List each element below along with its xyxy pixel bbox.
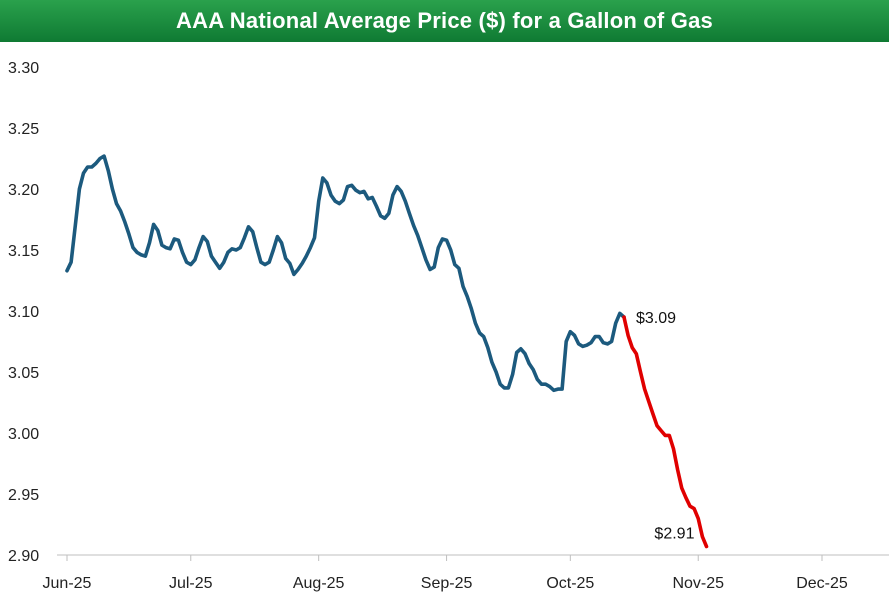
x-tick-label: Oct-25 bbox=[546, 575, 594, 592]
data-label-peak: $3.09 bbox=[636, 310, 676, 327]
chart-title-bar: AAA National Average Price ($) for a Gal… bbox=[0, 0, 889, 42]
x-tick-label: Dec-25 bbox=[796, 575, 848, 592]
y-tick-label: 3.30 bbox=[8, 60, 39, 77]
chart-title: AAA National Average Price ($) for a Gal… bbox=[176, 8, 713, 33]
data-labels: $3.09 $2.91 bbox=[636, 310, 695, 542]
y-tick-label: 2.90 bbox=[8, 548, 39, 565]
x-tick-label: Jun-25 bbox=[43, 575, 92, 592]
series-line-decline bbox=[622, 315, 709, 549]
y-tick-label: 3.25 bbox=[8, 121, 39, 138]
series-lines bbox=[65, 154, 709, 549]
y-tick-label: 3.15 bbox=[8, 243, 39, 260]
y-tick-label: 3.05 bbox=[8, 365, 39, 382]
data-label-latest: $2.91 bbox=[654, 525, 694, 542]
x-tick-label: Aug-25 bbox=[293, 575, 345, 592]
y-tick-label: 2.95 bbox=[8, 487, 39, 504]
y-axis: 3.30 3.25 3.20 3.15 3.10 3.05 3.00 2.95 2.90 bbox=[8, 60, 39, 565]
x-tick-label: Nov-25 bbox=[672, 575, 724, 592]
y-tick-label: 3.20 bbox=[8, 182, 39, 199]
x-tick-label: Sep-25 bbox=[421, 575, 473, 592]
x-tick-label: Jul-25 bbox=[169, 575, 213, 592]
y-tick-label: 3.10 bbox=[8, 304, 39, 321]
y-tick-label: 3.00 bbox=[8, 426, 39, 443]
series-line-main bbox=[65, 154, 626, 393]
x-axis: Jun-25 Jul-25 Aug-25 Sep-25 Oct-25 Nov-25 Dec-… bbox=[43, 554, 889, 592]
